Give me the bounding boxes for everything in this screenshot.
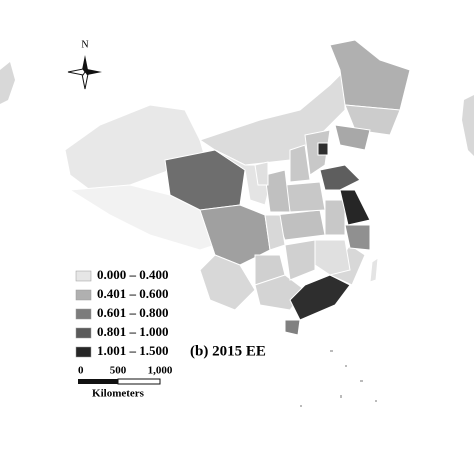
north-arrow [67, 55, 102, 90]
scale-bar [78, 378, 161, 385]
province [289, 144, 311, 183]
province [317, 142, 329, 156]
province [284, 181, 326, 213]
neighbor-map-left [0, 62, 15, 104]
legend-label: 0.601 – 0.800 [97, 305, 169, 320]
scale-tick-label: 0 [78, 365, 84, 377]
legend-label: 0.000 – 0.400 [97, 267, 169, 282]
legend-swatch [75, 327, 92, 339]
legend-swatch [75, 289, 92, 301]
legend-swatch [75, 346, 92, 358]
north-label: N [81, 39, 88, 50]
panel-title: (b) 2015 EE [190, 343, 266, 359]
province [264, 214, 286, 251]
province [369, 257, 379, 283]
legend-label: 1.001 – 1.500 [97, 343, 169, 358]
legend-label: 0.401 – 0.600 [97, 286, 169, 301]
province [264, 169, 291, 213]
province [324, 199, 346, 236]
province [284, 319, 301, 336]
province [199, 254, 256, 311]
province [319, 164, 361, 191]
province [254, 161, 269, 186]
scale-tick-label: 500 [110, 365, 127, 377]
scale-unit: Kilometers [92, 388, 145, 400]
legend-swatch [75, 308, 92, 320]
province [344, 224, 371, 251]
province [334, 124, 371, 151]
province [339, 189, 371, 226]
neighbor-map-right [462, 95, 474, 156]
legend: 0.000 – 0.400 0.401 – 0.600 0.601 – 0.800 0… [75, 267, 169, 358]
province [284, 239, 316, 281]
scale-labels: 0 500 1,000 [78, 365, 173, 377]
south-sea-islands [300, 350, 377, 407]
province [329, 39, 411, 111]
legend-label: 0.801 – 1.000 [97, 324, 169, 339]
scale-tick-label: 1,000 [148, 365, 173, 377]
provinces [64, 39, 411, 336]
province [344, 104, 401, 136]
legend-swatch [75, 270, 92, 282]
